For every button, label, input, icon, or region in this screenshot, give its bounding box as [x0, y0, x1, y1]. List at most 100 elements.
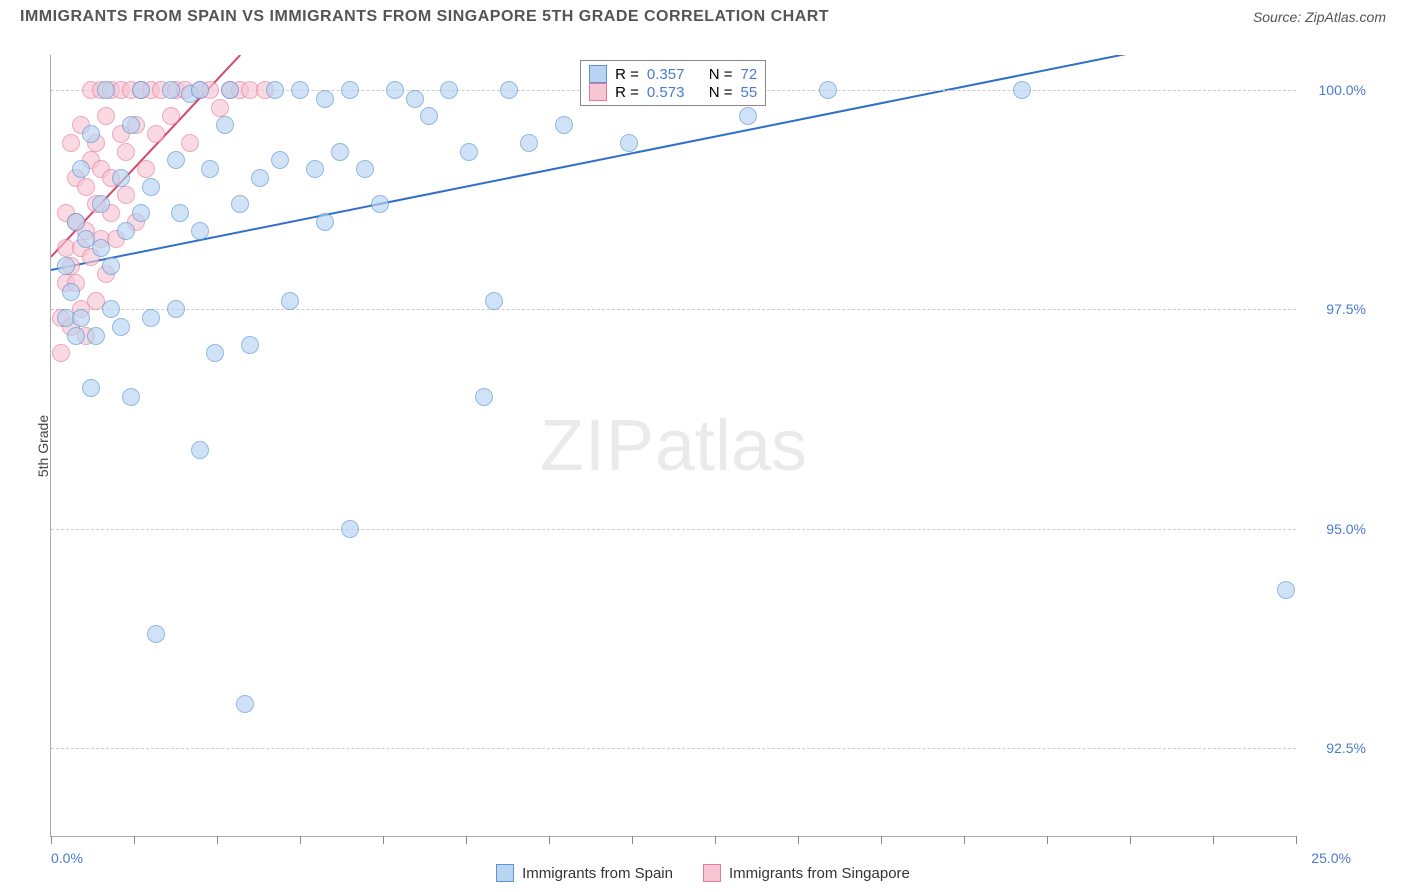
legend-bottom: Immigrants from Spain Immigrants from Si… [0, 864, 1406, 882]
data-point-spain [147, 625, 165, 643]
data-point-spain [406, 90, 424, 108]
data-point-spain [341, 81, 359, 99]
data-point-spain [82, 125, 100, 143]
data-point-spain [555, 116, 573, 134]
data-point-spain [266, 81, 284, 99]
x-tick [1296, 836, 1297, 844]
data-point-spain [206, 344, 224, 362]
data-point-spain [72, 160, 90, 178]
data-point-spain [132, 204, 150, 222]
y-tick-label: 92.5% [1306, 740, 1366, 756]
data-point-spain [171, 204, 189, 222]
data-point-spain [356, 160, 374, 178]
legend-stats: R =0.357 N =72R =0.573 N =55 [580, 60, 766, 106]
data-point-spain [191, 441, 209, 459]
data-point-spain [167, 300, 185, 318]
data-point-spain [191, 222, 209, 240]
x-tick [549, 836, 550, 844]
data-point-singapore [117, 143, 135, 161]
data-point-spain [1277, 581, 1295, 599]
legend-item-spain: Immigrants from Spain [496, 864, 673, 882]
data-point-spain [251, 169, 269, 187]
x-tick [134, 836, 135, 844]
legend-label-singapore: Immigrants from Singapore [729, 865, 910, 882]
data-point-spain [316, 213, 334, 231]
data-point-spain [739, 107, 757, 125]
data-point-spain [142, 309, 160, 327]
data-point-spain [62, 283, 80, 301]
chart-plot-area: ZIPatlas 92.5%95.0%97.5%100.0%0.0%25.0%R… [50, 55, 1296, 837]
data-point-spain [420, 107, 438, 125]
data-point-spain [316, 90, 334, 108]
data-point-spain [82, 379, 100, 397]
data-point-spain [1013, 81, 1031, 99]
x-tick [964, 836, 965, 844]
x-tick [1047, 836, 1048, 844]
data-point-spain [142, 178, 160, 196]
x-tick [798, 836, 799, 844]
watermark: ZIPatlas [540, 405, 807, 487]
data-point-singapore [62, 134, 80, 152]
data-point-spain [122, 388, 140, 406]
x-tick [51, 836, 52, 844]
data-point-singapore [162, 107, 180, 125]
legend-item-singapore: Immigrants from Singapore [703, 864, 910, 882]
x-tick [881, 836, 882, 844]
data-point-singapore [181, 134, 199, 152]
data-point-spain [97, 81, 115, 99]
data-point-spain [291, 81, 309, 99]
data-point-singapore [147, 125, 165, 143]
data-point-singapore [52, 344, 70, 362]
data-point-spain [620, 134, 638, 152]
data-point-spain [341, 520, 359, 538]
data-point-spain [475, 388, 493, 406]
data-point-spain [221, 81, 239, 99]
data-point-spain [67, 327, 85, 345]
data-point-spain [331, 143, 349, 161]
data-point-singapore [117, 186, 135, 204]
x-tick [632, 836, 633, 844]
trend-lines [51, 55, 1296, 836]
data-point-spain [386, 81, 404, 99]
swatch-spain [496, 864, 514, 882]
chart-title: IMMIGRANTS FROM SPAIN VS IMMIGRANTS FROM… [20, 8, 829, 26]
data-point-spain [132, 81, 150, 99]
x-tick [715, 836, 716, 844]
y-axis-label: 5th Grade [35, 415, 51, 477]
data-point-spain [520, 134, 538, 152]
data-point-spain [201, 160, 219, 178]
data-point-spain [117, 222, 135, 240]
y-tick-label: 97.5% [1306, 301, 1366, 317]
data-point-spain [485, 292, 503, 310]
data-point-spain [819, 81, 837, 99]
data-point-spain [191, 81, 209, 99]
data-point-spain [87, 327, 105, 345]
data-point-spain [122, 116, 140, 134]
x-tick [1213, 836, 1214, 844]
data-point-singapore [97, 107, 115, 125]
gridline [51, 309, 1296, 310]
gridline [51, 748, 1296, 749]
legend-label-spain: Immigrants from Spain [522, 865, 673, 882]
data-point-spain [460, 143, 478, 161]
x-tick [383, 836, 384, 844]
data-point-spain [112, 318, 130, 336]
data-point-spain [167, 151, 185, 169]
data-point-spain [162, 81, 180, 99]
x-tick [1130, 836, 1131, 844]
data-point-spain [271, 151, 289, 169]
data-point-spain [67, 213, 85, 231]
x-tick [466, 836, 467, 844]
x-tick [217, 836, 218, 844]
data-point-spain [306, 160, 324, 178]
data-point-spain [92, 195, 110, 213]
gridline [51, 529, 1296, 530]
data-point-spain [371, 195, 389, 213]
data-point-spain [102, 257, 120, 275]
data-point-spain [112, 169, 130, 187]
data-point-spain [500, 81, 518, 99]
data-point-spain [72, 309, 90, 327]
y-tick-label: 95.0% [1306, 521, 1366, 537]
data-point-spain [102, 300, 120, 318]
data-point-spain [231, 195, 249, 213]
